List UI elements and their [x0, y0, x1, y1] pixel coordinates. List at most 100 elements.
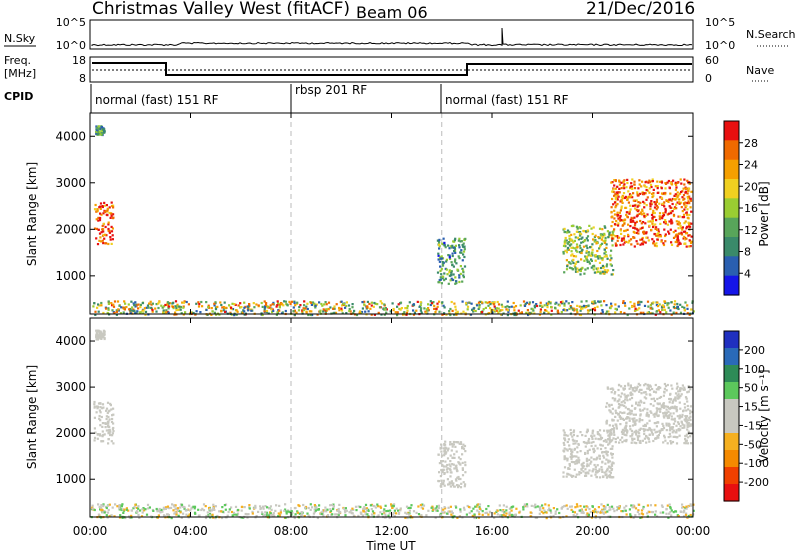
echo-cell — [591, 243, 594, 246]
echo-cell — [682, 194, 686, 197]
echo-cell — [592, 511, 595, 514]
echo-cell — [177, 514, 180, 517]
echo-cell — [648, 433, 651, 436]
echo-cell — [365, 507, 368, 510]
echo-cell — [275, 305, 278, 308]
nsky-tick-high: 10^5 — [56, 16, 86, 29]
echo-cell — [592, 451, 595, 454]
echo-cell — [686, 404, 689, 408]
echo-cell — [614, 187, 617, 190]
echo-cell — [550, 309, 553, 312]
echo-cell — [616, 419, 619, 422]
echo-cell — [677, 307, 680, 311]
echo-cell — [686, 312, 689, 315]
echo-cell — [268, 306, 271, 309]
echo-cell — [657, 407, 660, 410]
echo-cell — [576, 270, 579, 273]
echo-cell — [572, 442, 575, 445]
echo-cell — [333, 307, 336, 310]
echo-cell — [447, 506, 450, 509]
echo-cell — [620, 416, 623, 419]
echo-cell — [112, 426, 115, 430]
echo-cell — [107, 302, 110, 305]
echo-cell — [645, 397, 648, 400]
echo-cell — [635, 389, 638, 392]
echo-cell — [576, 245, 579, 248]
echo-cell — [443, 511, 446, 514]
echo-cell — [604, 251, 607, 254]
echo-cell — [571, 475, 574, 478]
echo-cell — [136, 310, 139, 313]
echo-cell — [170, 506, 173, 509]
echo-cell — [641, 238, 644, 241]
echo-cell — [686, 208, 689, 211]
power-colorbar-blocks — [724, 121, 739, 296]
echo-cell — [384, 504, 387, 507]
echo-cell — [574, 506, 577, 509]
echo-cell — [236, 512, 240, 515]
echo-cell — [450, 300, 453, 304]
echo-cell — [644, 214, 648, 217]
echo-cell — [686, 213, 689, 216]
echo-cell — [607, 310, 610, 313]
echo-cell — [621, 224, 624, 227]
echo-cell — [406, 304, 409, 308]
echo-cell — [683, 388, 686, 391]
echo-cell — [573, 265, 576, 268]
echo-cell — [576, 304, 579, 307]
echo-cell — [670, 212, 673, 215]
echo-cell — [610, 391, 613, 394]
freq-unit: [MHz] — [4, 67, 36, 80]
echo-cell — [611, 424, 615, 427]
echo-cell — [611, 197, 614, 201]
echo-cell — [471, 514, 474, 517]
echo-cell — [409, 506, 412, 509]
echo-cell — [664, 234, 667, 238]
echo-cell — [681, 423, 684, 426]
x-tick-label: 16:00 — [475, 524, 510, 538]
echo-cell — [664, 240, 667, 243]
echo-cell — [570, 246, 573, 249]
echo-cell — [649, 504, 652, 507]
echo-cell — [626, 228, 629, 231]
echo-cell — [656, 191, 659, 194]
echo-cell — [617, 413, 620, 416]
echo-cell — [611, 273, 614, 276]
echo-cell — [681, 415, 684, 418]
echo-cell — [98, 232, 102, 235]
colorbar-block — [724, 331, 739, 349]
echo-cell — [448, 468, 451, 471]
echo-cell — [586, 259, 589, 262]
echo-cell — [570, 457, 573, 460]
echo-cell — [616, 506, 619, 509]
echo-cell — [619, 243, 622, 247]
echo-cell — [646, 189, 650, 192]
echo-cell — [438, 238, 441, 241]
echo-cell — [624, 218, 627, 221]
echo-cell — [656, 402, 659, 405]
echo-cell — [655, 228, 659, 231]
echo-cell — [134, 312, 137, 315]
echo-cell — [425, 308, 428, 311]
echo-cell — [310, 303, 313, 306]
echo-cell — [669, 507, 672, 510]
date-label: 21/Dec/2016 — [586, 0, 695, 19]
echo-cell — [139, 306, 142, 309]
echo-cell — [265, 514, 268, 517]
echo-cell — [572, 431, 575, 434]
echo-cell — [668, 232, 671, 235]
echo-cell — [125, 508, 128, 511]
echo-cell — [173, 512, 176, 515]
echo-cell — [313, 302, 316, 305]
echo-cell — [667, 200, 670, 203]
echo-cell — [239, 302, 242, 305]
echo-cell — [389, 310, 392, 313]
echo-cell — [264, 505, 267, 508]
echo-cell — [570, 250, 573, 253]
echo-cell — [606, 257, 609, 260]
colorbar-tick-label: 12 — [744, 224, 758, 237]
echo-cell — [665, 199, 668, 202]
echo-cell — [448, 247, 451, 250]
echo-cell — [97, 513, 100, 516]
echo-cell — [440, 268, 443, 271]
